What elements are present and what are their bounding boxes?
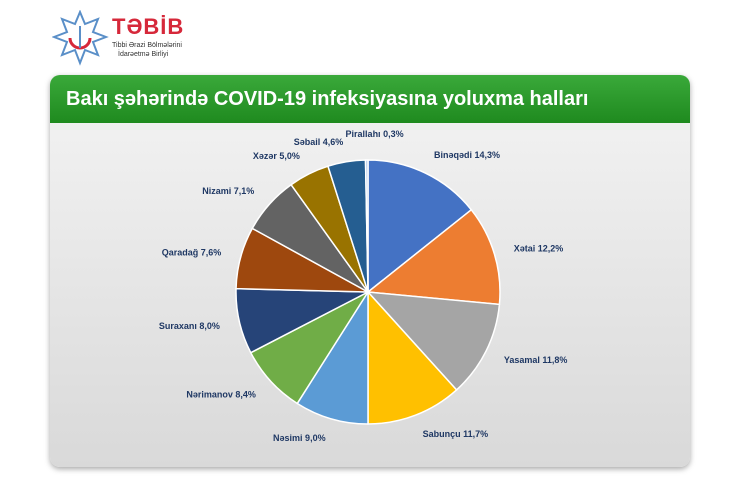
brand-subtitle-1: Tibbi Ərazi Bölmələrini xyxy=(112,42,182,49)
pie-label-2: Yasamal 11,8% xyxy=(504,355,568,365)
pie-label-7: Qaradağ 7,6% xyxy=(162,247,222,257)
pie-label-6: Suraxanı 8,0% xyxy=(159,321,220,331)
pie-label-1: Xətai 12,2% xyxy=(514,244,564,254)
pie-slice-1 xyxy=(366,208,501,306)
pie-label-8: Nizami 7,1% xyxy=(202,186,254,196)
pie-label-10: Səbail 4,6% xyxy=(294,137,344,147)
tebib-logo xyxy=(52,10,202,66)
pie-label-4: Nəsimi 9,0% xyxy=(273,433,326,443)
star-logo-icon xyxy=(52,10,109,66)
chart-title: Bakı şəhərində COVID-19 infeksiyasına yo… xyxy=(50,75,690,123)
pie-slice-2 xyxy=(366,291,501,391)
brand-name: TƏBİB xyxy=(112,14,185,39)
pie-label-11: Pirallahı 0,3% xyxy=(346,129,404,139)
brand-subtitle-2: İdarəetmə Birliyi xyxy=(118,51,169,58)
pie-label-5: Nərimanov 8,4% xyxy=(186,390,256,400)
pie-slice-11 xyxy=(364,159,369,293)
pie-slice-0 xyxy=(367,159,473,294)
pie-label-3: Sabunçu 11,7% xyxy=(423,429,489,439)
pie-label-0: Binəqədi 14,3% xyxy=(434,150,500,160)
pie-label-9: Xəzər 5,0% xyxy=(253,151,300,161)
pie-slice-3 xyxy=(367,290,458,425)
